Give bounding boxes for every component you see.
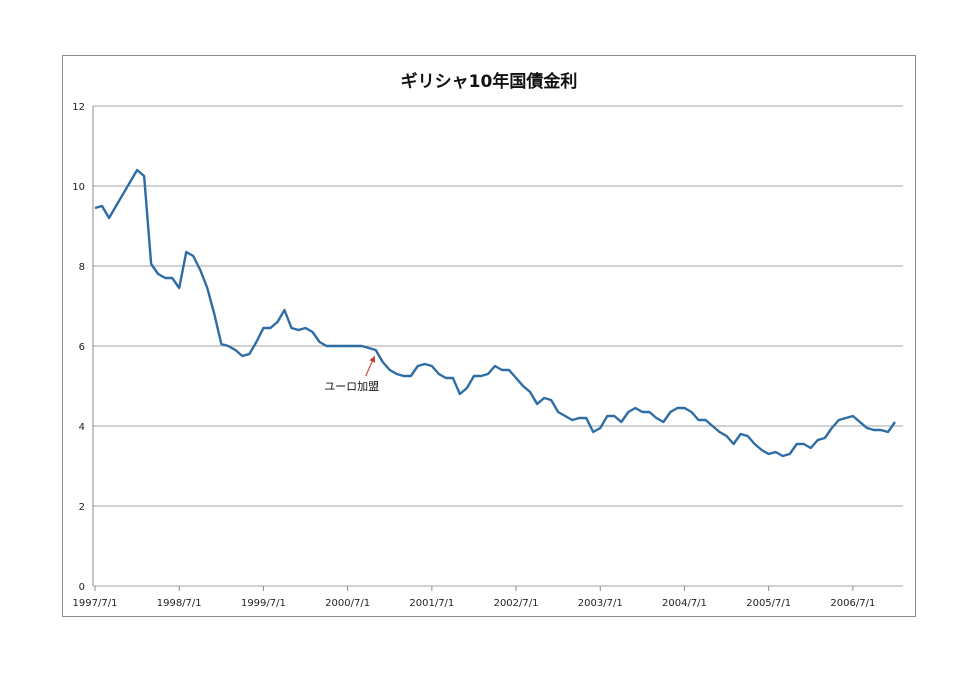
x-tick-label: 2000/7/1 <box>325 598 370 609</box>
series-layer <box>94 168 896 458</box>
y-axis-ticks: 0 2 4 6 8 10 12 <box>72 102 85 593</box>
annotation-layer: ユーロ加盟 <box>324 355 379 393</box>
y-tick-label: 8 <box>79 262 85 273</box>
gridlines <box>92 105 903 587</box>
y-tick-label: 6 <box>79 342 85 353</box>
chart-title: ギリシャ10年国債金利 <box>401 71 578 92</box>
x-axis-ticks: 1997/7/1 1998/7/1 1999/7/1 2000/7/1 2001/7/1… <box>73 586 875 609</box>
y-tick-label: 2 <box>79 502 85 513</box>
x-tick-label: 1998/7/1 <box>157 598 202 609</box>
x-tick-label: 2002/7/1 <box>494 598 539 609</box>
y-tick-label: 0 <box>79 582 85 593</box>
y-tick-label: 10 <box>72 182 85 193</box>
y-tick-label: 4 <box>79 422 85 433</box>
x-tick-label: 2004/7/1 <box>662 598 707 609</box>
annotation-arrowhead <box>369 356 375 363</box>
annotation-label: ユーロ加盟 <box>324 380 379 393</box>
series-line-0 <box>94 168 896 458</box>
x-tick-label: 2006/7/1 <box>830 598 875 609</box>
x-tick-label: 2001/7/1 <box>409 598 454 609</box>
y-tick-label: 12 <box>72 102 85 113</box>
x-tick-label: 2005/7/1 <box>746 598 791 609</box>
chart-frame: ギリシャ10年国債金利 0 2 4 6 8 10 12 1997/7/1 1998/7/1 19… <box>62 55 916 617</box>
x-tick-label: 1999/7/1 <box>241 598 286 609</box>
x-tick-label: 1997/7/1 <box>73 598 118 609</box>
x-tick-label: 2003/7/1 <box>578 598 623 609</box>
